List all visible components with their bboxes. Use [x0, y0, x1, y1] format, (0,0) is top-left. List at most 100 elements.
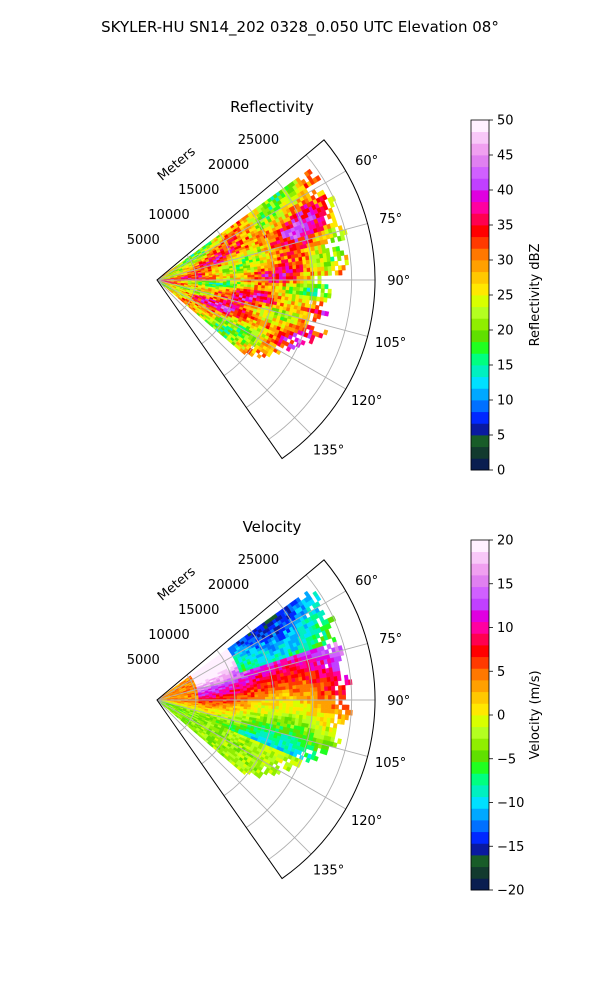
radar-cell: [305, 259, 311, 265]
radar-cell: [222, 274, 227, 277]
radar-cell: [303, 283, 308, 289]
radar-cell: [306, 263, 311, 269]
radar-cell: [317, 703, 322, 709]
radar-cell: [334, 260, 339, 267]
radar-cell: [314, 304, 320, 311]
radar-cell: [282, 283, 287, 288]
radar-cell: [317, 686, 322, 692]
radar-cell: [296, 268, 301, 273]
radar-cell: [296, 279, 301, 285]
radar-cell: [319, 609, 326, 617]
radar-cell: [247, 272, 252, 276]
radar-cell: [275, 693, 280, 698]
radar-cell: [302, 715, 307, 720]
radar-cell: [289, 279, 294, 284]
radar-cell: [306, 707, 311, 713]
radar-cell: [282, 703, 287, 708]
radar-cell: [254, 284, 259, 289]
colorbar-swatch: [471, 680, 489, 693]
colorbar-swatch: [471, 785, 489, 798]
azimuth-gridline: [156, 699, 368, 757]
radar-cell: [303, 703, 308, 709]
radar-cell: [334, 680, 339, 687]
range-tick-label: 15000: [178, 183, 219, 198]
radar-cell: [296, 703, 301, 708]
range-tick-label: 20000: [208, 158, 249, 173]
radar-cell: [243, 282, 248, 285]
colorbar-tick-label: 5: [497, 429, 505, 444]
radar-cell: [305, 679, 311, 685]
radar-cell: [320, 288, 325, 294]
radar-cell: [284, 682, 290, 687]
radar-cell: [299, 684, 304, 690]
radar-cell: [274, 263, 279, 268]
radar-cell: [338, 270, 343, 276]
radar-cell: [303, 271, 308, 277]
radar-cell: [243, 275, 248, 278]
radar-cell: [316, 262, 322, 268]
radar-cell: [313, 687, 318, 693]
radar-cell: [268, 705, 273, 710]
radar-cell: [330, 713, 335, 719]
radar-cell: [285, 709, 290, 715]
radar-cell: [239, 690, 245, 694]
colorbar-swatch: [471, 423, 489, 436]
radar-cell: [240, 275, 245, 279]
azimuth-gridline: [156, 279, 312, 435]
colorbar-swatch: [471, 761, 489, 774]
radar-cell: [320, 266, 325, 272]
radar-cell: [324, 284, 329, 290]
radar-cell: [296, 275, 301, 281]
radar-cell: [299, 696, 305, 701]
azimuth-tick-label: 120°: [351, 814, 382, 829]
colorbar-tick-label: 25: [497, 289, 514, 304]
radar-cell: [267, 288, 273, 293]
radar-cell: [338, 699, 343, 706]
radar-cell: [303, 275, 308, 281]
radar-cell: [257, 691, 262, 695]
radar-cell: [243, 695, 248, 698]
radar-cell: [261, 271, 266, 275]
radar-cell: [240, 695, 245, 699]
colorbar-swatch: [471, 201, 489, 214]
radar-cell: [324, 270, 329, 276]
radar-cell: [253, 689, 259, 693]
radar-cell: [313, 755, 319, 762]
azimuth-gridline: [156, 223, 368, 281]
radar-cell: [286, 699, 290, 704]
radar-cell: [337, 714, 342, 720]
figure-suptitle: SKYLER-HU SN14_202 0328_0.050 UTC Elevat…: [101, 18, 499, 37]
radar-cell: [334, 270, 339, 276]
range-tick-label: 5000: [127, 653, 160, 668]
radar-cell: [257, 271, 262, 275]
radar-cell: [292, 290, 297, 295]
radar-cell: [299, 710, 304, 716]
colorbar-swatch: [471, 820, 489, 833]
radar-cell: [337, 265, 343, 271]
radar-cell: [292, 703, 297, 708]
radar-cell: [295, 710, 301, 716]
radar-cell: [264, 273, 269, 278]
sector-frame: [156, 559, 376, 880]
radar-cell: [336, 255, 342, 262]
radar-cell: [341, 264, 346, 271]
colorbar-swatch: [471, 878, 489, 891]
sector-frame: [156, 139, 376, 460]
radar-cell: [289, 703, 294, 708]
radar-cell: [313, 703, 318, 709]
radar-cell: [306, 267, 311, 273]
radar-cell: [331, 695, 336, 701]
radar-cell: [264, 282, 269, 287]
radar-cell: [296, 695, 301, 701]
radar-cell: [278, 282, 283, 287]
radar-cell: [282, 272, 287, 277]
radar-cell: [343, 254, 349, 261]
colorbar-swatch: [471, 773, 489, 786]
radar-cell: [323, 297, 328, 303]
colorbar-swatch: [471, 563, 489, 576]
radar-cell: [285, 685, 290, 691]
radar-cell: [315, 175, 322, 182]
radar-cell: [241, 350, 247, 356]
radar-cell: [317, 271, 322, 277]
